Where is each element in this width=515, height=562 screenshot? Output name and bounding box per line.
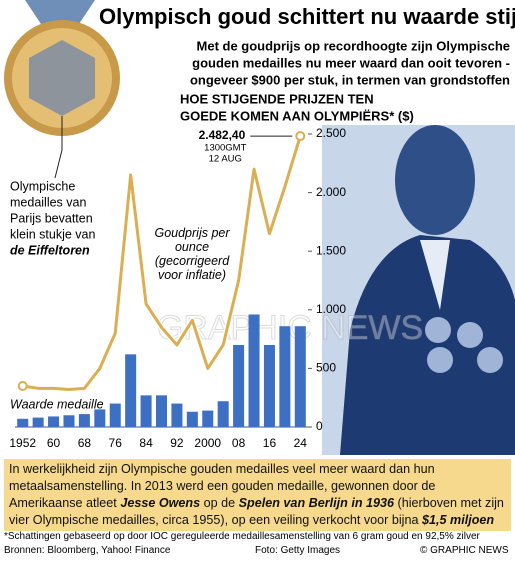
x-tick-label: 24 — [294, 436, 308, 450]
line-label: Goudprijs per ounce (gecorrigeerd voor i… — [154, 226, 230, 282]
x-tick-label: 1952 — [9, 436, 36, 450]
y-tick-label: 2.000 — [316, 185, 346, 199]
bar — [63, 415, 75, 427]
bar — [109, 403, 121, 427]
bar — [32, 417, 44, 427]
line-endpoint — [295, 131, 306, 142]
copyright: © GRAPHIC NEWS — [420, 545, 509, 556]
x-tick-label: 08 — [232, 436, 246, 450]
bar — [279, 326, 291, 427]
info-text: $1,5 miljoen — [422, 513, 495, 527]
footnote: *Schattingen gebaseerd op door IOC gereg… — [4, 531, 480, 542]
bar — [156, 395, 167, 427]
bar — [17, 418, 29, 427]
info-text: Jesse Owens — [120, 496, 201, 510]
annotation: 12 AUG — [209, 154, 242, 165]
chart-title: GOEDE KOMEN AAN OLYMPIËRS* ($) — [180, 108, 414, 123]
bar — [171, 403, 183, 427]
photo-head — [395, 125, 475, 235]
photo-credit: Foto: Getty Images — [255, 545, 341, 556]
photo-figure — [340, 235, 515, 455]
y-tick-label: 1.500 — [316, 243, 346, 257]
pointer — [54, 116, 63, 179]
bar — [294, 326, 306, 427]
subtitle: gouden medailles nu meer waard dan ooit … — [192, 55, 510, 70]
y-tick-label: 1.000 — [316, 302, 346, 316]
x-tick-label: 68 — [78, 436, 92, 450]
title: Olympisch goud schittert nu waarde stijg… — [99, 4, 515, 29]
y-tick-label: 500 — [316, 361, 336, 375]
line-endpoint — [17, 380, 28, 391]
caption: medailles van — [10, 195, 86, 209]
medal-hexagon — [29, 40, 95, 116]
bar — [202, 410, 214, 427]
bar-label: Waarde medaille — [10, 397, 104, 411]
photo-medals — [425, 317, 503, 373]
bar — [233, 344, 245, 427]
value-label: 2.482,40 — [199, 128, 246, 142]
caption: Olympische — [10, 179, 75, 193]
x-tick-label: 60 — [47, 436, 61, 450]
caption: de Eiffeltoren — [10, 243, 90, 257]
bar — [125, 354, 137, 427]
bar — [248, 314, 260, 427]
chart-title: HOE STIJGENDE PRIJZEN TEN — [180, 91, 374, 106]
info-text: op de — [200, 496, 239, 510]
x-tick-label: 2000 — [194, 436, 221, 450]
caption: Parijs bevatten — [10, 211, 93, 225]
bar — [78, 414, 90, 427]
photo-shirt — [420, 240, 450, 310]
x-tick-label: 92 — [170, 436, 184, 450]
x-tick-label: 84 — [139, 436, 153, 450]
x-tick-label: 76 — [109, 436, 123, 450]
annotation: 1300GMT — [204, 143, 246, 154]
subtitle: Met de goudprijs op recordhoogte zijn Ol… — [197, 38, 510, 53]
bar — [263, 344, 275, 427]
bar — [94, 409, 106, 427]
subtitle: ongeveer $900 per stuk, in termen van gr… — [190, 72, 510, 87]
info-text: (hierboven met zijn vier Olympische meda… — [9, 496, 504, 527]
info-box: In werkelijkheid zijn Olympische gouden … — [4, 459, 511, 531]
bar — [48, 416, 60, 427]
line — [22, 135, 302, 391]
bar — [217, 401, 229, 427]
bar — [186, 411, 198, 427]
info-text: In werkelijkheid zijn Olympische gouden … — [9, 462, 436, 510]
info-text: Spelen van Berlijn in 1936 — [238, 496, 395, 510]
y-tick-label: 2.500 — [316, 126, 346, 140]
x-tick-label: 16 — [263, 436, 277, 450]
sources: Bronnen: Bloomberg, Yahoo! Finance — [4, 545, 171, 556]
bar — [140, 395, 152, 427]
caption: klein stukje van — [10, 227, 96, 241]
y-tick-label: 0 — [316, 419, 323, 433]
